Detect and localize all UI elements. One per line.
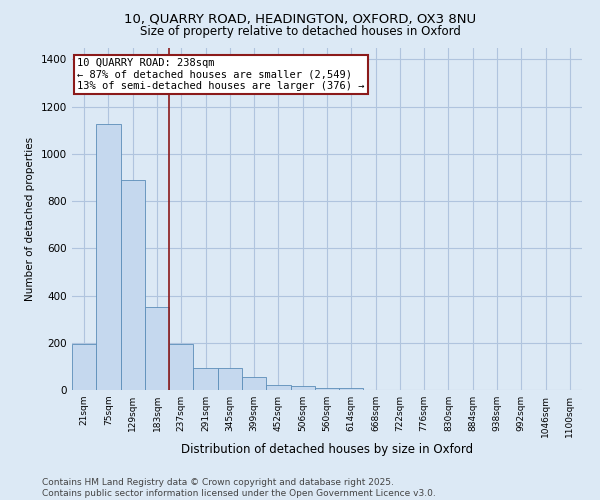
Bar: [290, 386, 315, 390]
Text: 10, QUARRY ROAD, HEADINGTON, OXFORD, OX3 8NU: 10, QUARRY ROAD, HEADINGTON, OXFORD, OX3…: [124, 12, 476, 26]
Bar: [339, 388, 364, 390]
Text: 10 QUARRY ROAD: 238sqm
← 87% of detached houses are smaller (2,549)
13% of semi-: 10 QUARRY ROAD: 238sqm ← 87% of detached…: [77, 58, 365, 91]
Bar: [218, 368, 242, 390]
Bar: [72, 344, 96, 390]
Bar: [96, 124, 121, 390]
Bar: [169, 344, 193, 390]
Bar: [242, 377, 266, 390]
Bar: [315, 388, 339, 390]
Text: Size of property relative to detached houses in Oxford: Size of property relative to detached ho…: [140, 25, 460, 38]
Bar: [193, 368, 218, 390]
Text: Contains HM Land Registry data © Crown copyright and database right 2025.
Contai: Contains HM Land Registry data © Crown c…: [42, 478, 436, 498]
Bar: [266, 386, 290, 390]
Bar: [121, 180, 145, 390]
X-axis label: Distribution of detached houses by size in Oxford: Distribution of detached houses by size …: [181, 442, 473, 456]
Bar: [145, 308, 169, 390]
Y-axis label: Number of detached properties: Number of detached properties: [25, 136, 35, 301]
